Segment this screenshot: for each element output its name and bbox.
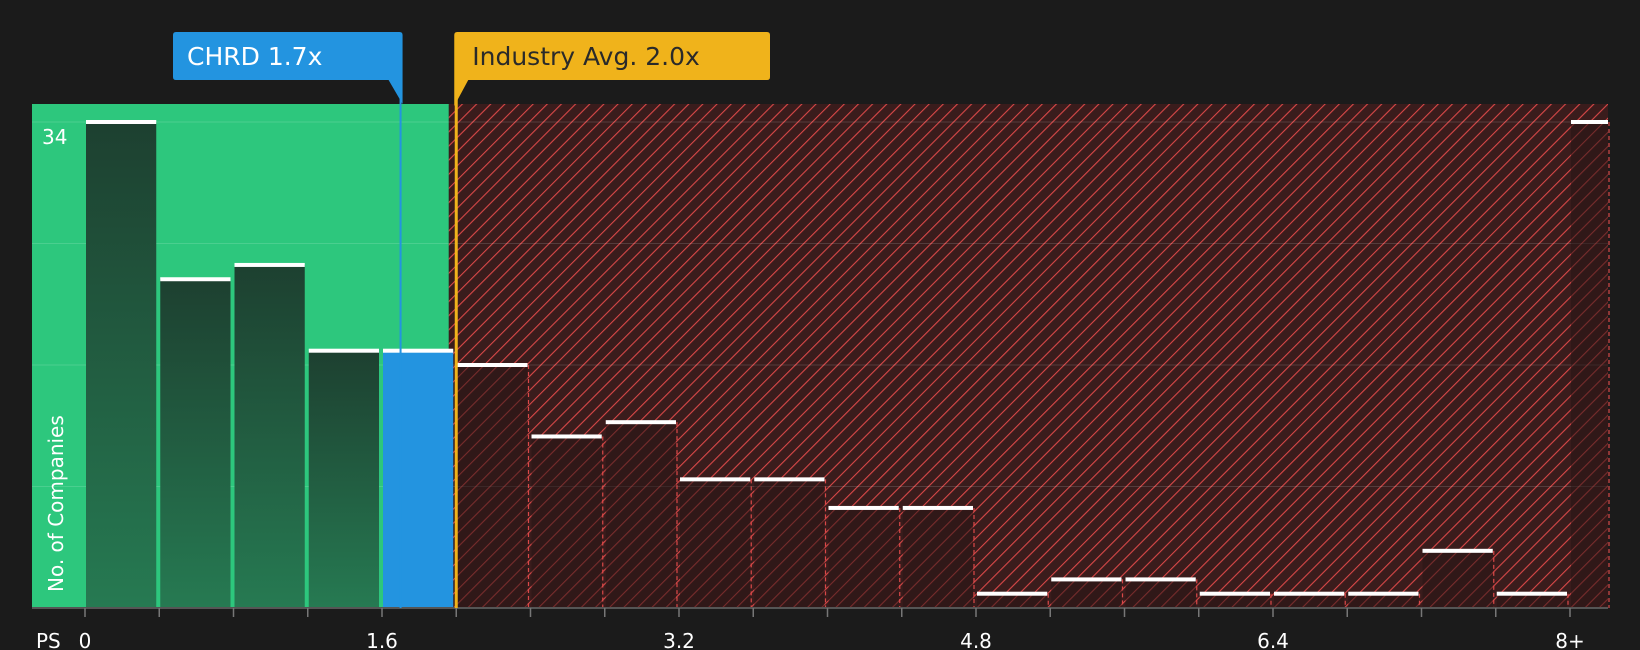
bar-top-cap: [828, 505, 899, 510]
histogram-bar: [531, 436, 602, 608]
bar-top-cap: [1422, 548, 1493, 553]
histogram-bar: [977, 593, 1048, 608]
bar-top-cap: [1571, 120, 1608, 124]
histogram-bar: [86, 122, 157, 608]
bar-top-cap: [383, 348, 454, 353]
bar-top-cap: [308, 348, 379, 353]
x-tick-label: 1.6: [366, 629, 398, 650]
histogram-bar: [1348, 593, 1419, 608]
histogram-bar: [828, 507, 899, 608]
y-max-label: 34: [42, 125, 67, 149]
bar-top-cap: [754, 477, 825, 482]
industry-callout-label: Industry Avg. 2.0x: [472, 42, 700, 71]
histogram-bar: [1571, 122, 1608, 608]
histogram-bar: [605, 422, 676, 608]
histogram-bar: [457, 365, 528, 608]
x-tick-label: 6.4: [1257, 629, 1289, 650]
bar-top-cap: [1051, 577, 1122, 582]
x-tick-label: 4.8: [960, 629, 992, 650]
bar-top-cap: [86, 120, 157, 124]
bar-top-cap: [1274, 591, 1345, 596]
company-callout: CHRD 1.7x: [173, 32, 403, 104]
x-axis-label: PS: [36, 629, 61, 650]
y-axis-label: No. of Companies: [44, 415, 68, 592]
histogram-bar: [308, 350, 379, 608]
bar-top-cap: [1199, 591, 1270, 596]
histogram-bar: [1422, 550, 1493, 608]
bar-top-cap: [160, 277, 231, 282]
industry-callout-box: [454, 32, 770, 106]
bars: [86, 120, 1610, 608]
bar-top-cap: [977, 591, 1048, 596]
bar-top-cap: [902, 505, 973, 510]
bar-top-cap: [1496, 591, 1567, 596]
histogram-bar: [1199, 593, 1270, 608]
histogram-bar: [160, 279, 231, 608]
histogram-bar: [383, 350, 454, 608]
histogram-bar: [1051, 579, 1122, 608]
company-callout-box: [173, 32, 403, 104]
bar-top-cap: [531, 434, 602, 439]
bar-top-cap: [1348, 591, 1419, 596]
x-tick-label: 3.2: [663, 629, 695, 650]
x-ticks: 0 1.6 3.2 4.8 6.4 8+: [79, 608, 1585, 650]
bar-top-cap: [234, 262, 305, 267]
industry-callout: Industry Avg. 2.0x: [454, 32, 770, 106]
company-callout-label: CHRD 1.7x: [187, 42, 322, 71]
x-tick-label: 8+: [1555, 629, 1584, 650]
x-tick-label: 0: [79, 629, 92, 650]
histogram-bar: [680, 479, 751, 608]
histogram-bar: [1274, 593, 1345, 608]
histogram-bar: [754, 479, 825, 608]
bar-top-cap: [680, 477, 751, 482]
histogram-bar: [1125, 579, 1196, 608]
histogram-bar: [234, 264, 305, 608]
bar-top-cap: [605, 420, 676, 425]
histogram-bar: [902, 507, 973, 608]
bar-top-cap: [457, 363, 528, 367]
bar-top-cap: [1125, 577, 1196, 582]
histogram-bar: [1496, 593, 1567, 608]
